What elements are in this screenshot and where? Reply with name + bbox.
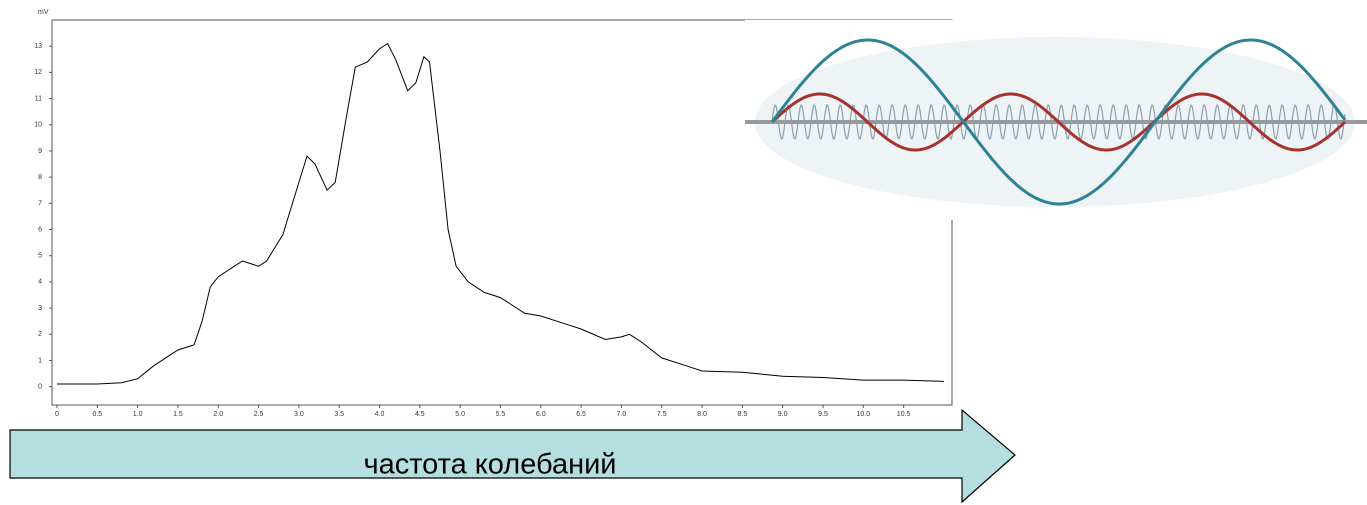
x-tick-label: 10.5: [897, 411, 911, 418]
y-tick-label: 5: [38, 253, 42, 260]
x-tick-label: 2.5: [254, 411, 264, 418]
y-tick-label: 3: [38, 305, 42, 312]
y-tick-label: 4: [38, 279, 42, 286]
x-tick-label: 9.0: [778, 411, 788, 418]
y-tick-label: 6: [38, 226, 42, 233]
x-tick-label: 7.5: [657, 411, 667, 418]
x-tick-label: 4.5: [415, 411, 425, 418]
x-tick-label: 5.0: [455, 411, 465, 418]
x-tick-label: 1.0: [133, 411, 143, 418]
y-tick-label: 1: [38, 357, 42, 364]
x-tick-label: 3.5: [334, 411, 344, 418]
x-tick-label: 6.0: [536, 411, 546, 418]
x-tick-label: 0.5: [92, 411, 102, 418]
y-tick-label: 9: [38, 148, 42, 155]
x-tick-label: 7.0: [617, 411, 627, 418]
y-tick-label: 10: [34, 122, 42, 129]
y-tick-label: 7: [38, 200, 42, 207]
x-tick-label: 8.0: [697, 411, 707, 418]
x-tick-label: 1.5: [173, 411, 183, 418]
slide: mV 01234567891011121300.51.01.52.02.53.0…: [0, 0, 1367, 505]
page: {"chart_data": {"type": "line", "y_label…: [0, 0, 1367, 505]
y-tick-label: 13: [34, 43, 42, 50]
y-tick-label: 8: [38, 174, 42, 181]
x-tick-label: 3.0: [294, 411, 304, 418]
y-tick-label: 2: [38, 331, 42, 338]
x-tick-label: 6.5: [576, 411, 586, 418]
x-tick-label: 0: [55, 411, 59, 418]
x-tick-label: 2.0: [213, 411, 223, 418]
y-tick-label: 0: [38, 384, 42, 391]
x-tick-label: 5.5: [496, 411, 506, 418]
y-axis-label: mV: [38, 9, 49, 16]
y-tick-label: 11: [35, 95, 42, 102]
x-tick-label: 8.5: [737, 411, 747, 418]
x-tick-label: 9.5: [818, 411, 828, 418]
x-tick-label: 10.0: [856, 411, 870, 418]
y-tick-label: 12: [34, 69, 42, 76]
x-tick-label: 4.0: [375, 411, 385, 418]
arrow-label: частота колебаний: [363, 449, 616, 481]
wave-illustration: [745, 20, 1367, 220]
